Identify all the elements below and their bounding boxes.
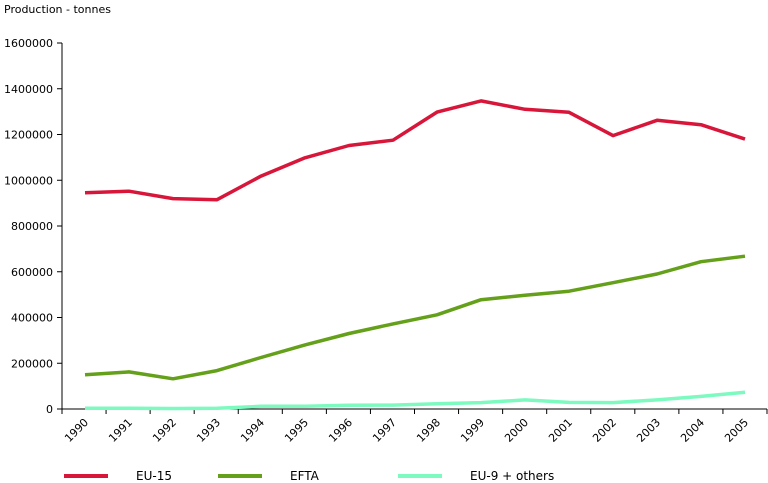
y-tick-label: 1200000 (4, 129, 53, 142)
y-tick-label: 200000 (11, 357, 53, 370)
x-tick-label: 1999 (458, 416, 487, 445)
x-tick-label: 1995 (282, 416, 311, 445)
legend-label: EU-15 (136, 469, 172, 483)
x-tick-label: 1998 (414, 416, 443, 445)
series-line-2 (84, 254, 746, 381)
x-tick-label: 2003 (634, 416, 663, 445)
x-axis: 1990 1991 1992 1993 1994 1995 1996 1997 1998 1999… (61, 408, 768, 445)
x-tick-label: 1992 (150, 416, 179, 445)
y-tick-label: 1000000 (4, 174, 53, 187)
x-tick-label: 1994 (238, 416, 267, 445)
y-tick-label: 600000 (11, 266, 53, 279)
legend-label: EFTA (290, 469, 320, 483)
y-axis-title: Production - tonnes (4, 3, 111, 16)
y-tick-label: 400000 (11, 312, 53, 325)
x-tick-label: 2001 (546, 416, 575, 445)
x-tick-label: 2004 (678, 416, 707, 445)
series-line-1 (84, 99, 746, 202)
legend: EU-15 EFTA EU-9 + others (64, 469, 554, 483)
y-tick-label: 1600000 (4, 37, 53, 50)
y-tick-label: 800000 (11, 220, 53, 233)
y-tick-label: 1400000 (4, 83, 53, 96)
series-layer (84, 99, 746, 411)
x-tick-label: 2005 (722, 416, 751, 445)
x-tick-label: 1991 (106, 416, 135, 445)
x-tick-label: 1997 (370, 416, 399, 445)
x-tick-label: 1996 (326, 416, 355, 445)
series-line-3 (85, 390, 746, 411)
legend-label: EU-9 + others (470, 469, 554, 483)
y-tick-label: 0 (46, 403, 53, 416)
y-axis: 0 200000 400000 600000 800000 1000000 1200000 1… (4, 37, 63, 416)
x-tick-label: 1990 (62, 416, 91, 445)
x-tick-label: 2000 (502, 416, 531, 445)
x-tick-label: 2002 (590, 416, 619, 445)
x-tick-label: 1993 (194, 416, 223, 445)
